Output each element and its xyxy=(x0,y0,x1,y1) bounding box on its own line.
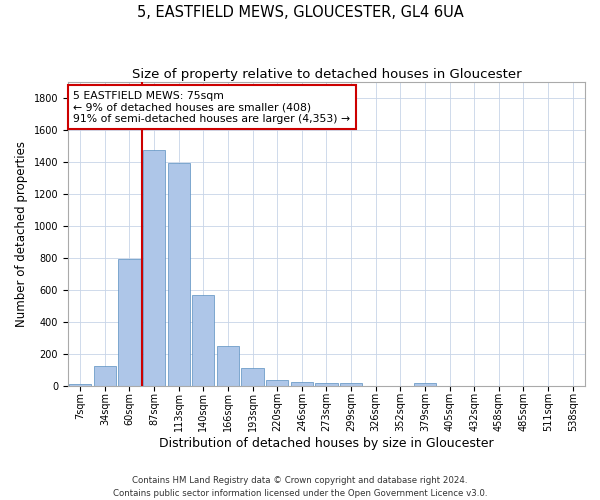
Title: Size of property relative to detached houses in Gloucester: Size of property relative to detached ho… xyxy=(131,68,521,80)
Bar xyxy=(217,346,239,386)
X-axis label: Distribution of detached houses by size in Gloucester: Distribution of detached houses by size … xyxy=(159,437,494,450)
Bar xyxy=(291,382,313,386)
Bar xyxy=(192,294,214,386)
Text: 5 EASTFIELD MEWS: 75sqm
← 9% of detached houses are smaller (408)
91% of semi-de: 5 EASTFIELD MEWS: 75sqm ← 9% of detached… xyxy=(73,91,350,124)
Bar xyxy=(167,164,190,386)
Bar xyxy=(414,384,436,386)
Bar xyxy=(316,382,338,386)
Bar xyxy=(94,366,116,386)
Text: Contains HM Land Registry data © Crown copyright and database right 2024.
Contai: Contains HM Land Registry data © Crown c… xyxy=(113,476,487,498)
Bar xyxy=(118,260,140,386)
Bar xyxy=(143,150,165,386)
Bar xyxy=(266,380,288,386)
Bar xyxy=(241,368,263,386)
Y-axis label: Number of detached properties: Number of detached properties xyxy=(15,140,28,326)
Text: 5, EASTFIELD MEWS, GLOUCESTER, GL4 6UA: 5, EASTFIELD MEWS, GLOUCESTER, GL4 6UA xyxy=(137,5,463,20)
Bar xyxy=(69,384,91,386)
Bar xyxy=(340,384,362,386)
